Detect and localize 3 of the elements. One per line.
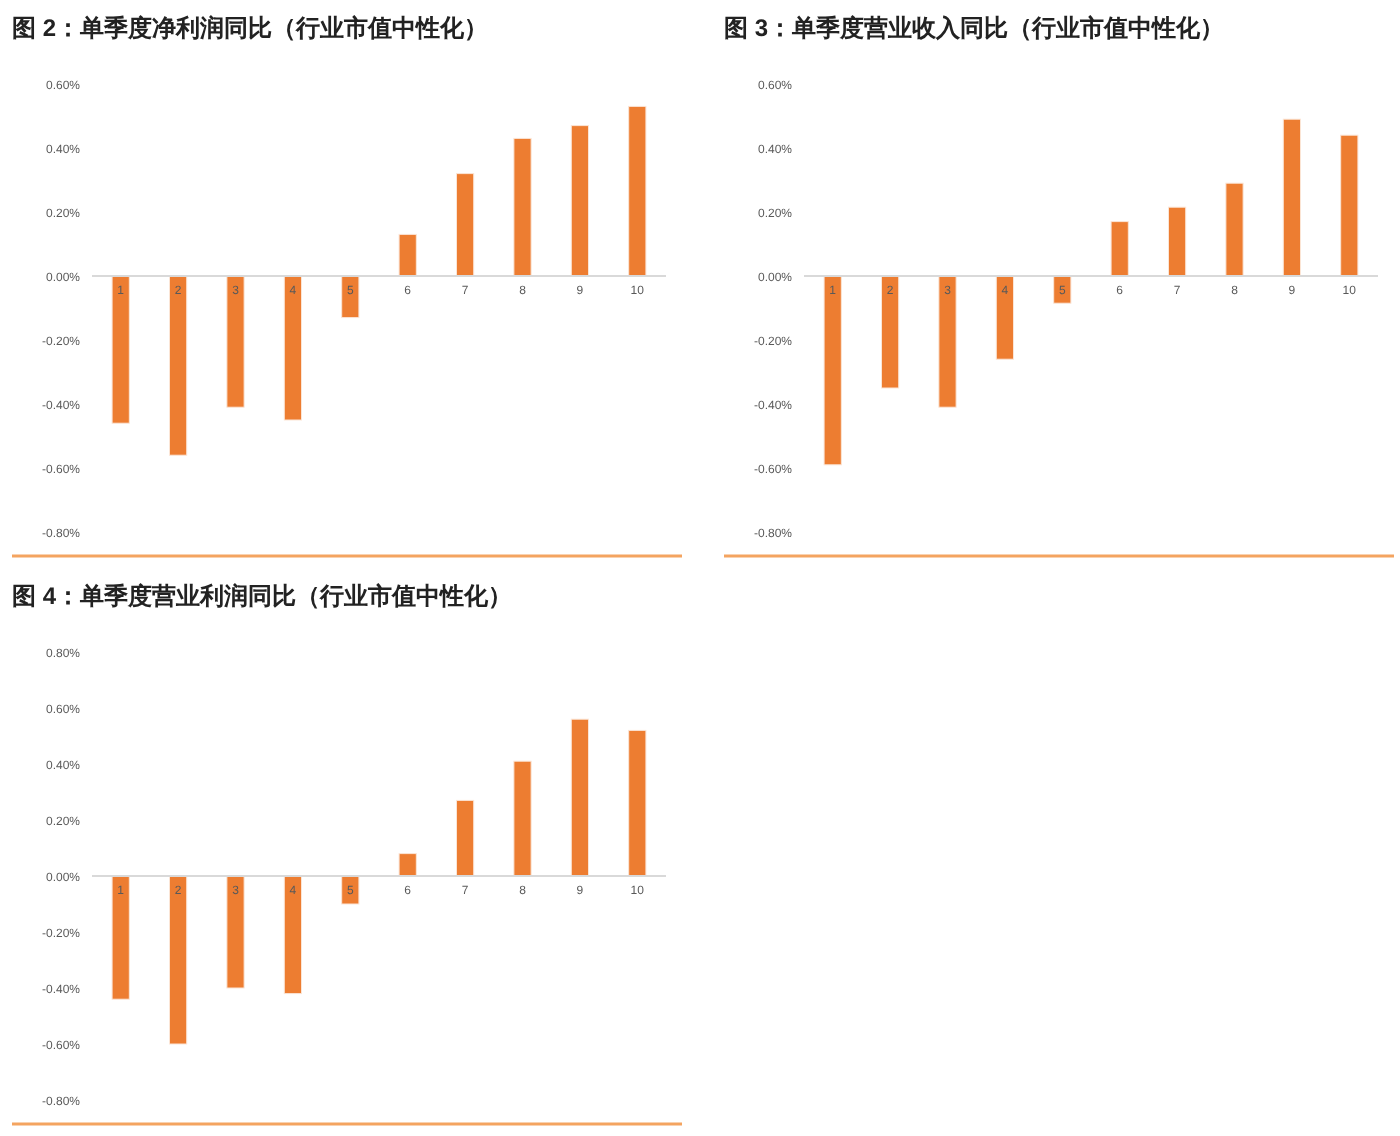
- chart-title: 图 3：单季度营业收入同比（行业市值中性化）: [724, 12, 1225, 46]
- chart-title: 图 2：单季度净利润同比（行业市值中性化）: [12, 12, 489, 46]
- chart-title: 图 4：单季度营业利润同比（行业市值中性化）: [12, 580, 513, 614]
